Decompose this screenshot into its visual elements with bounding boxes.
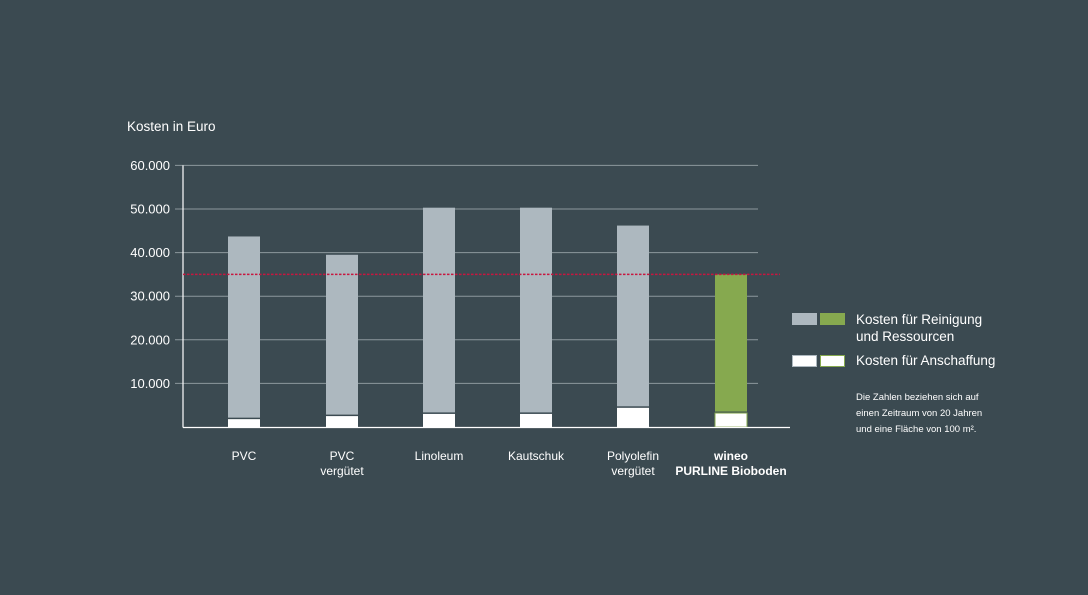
bar-cleaning (326, 254, 358, 415)
legend-swatch-gray (792, 313, 817, 325)
legend-swatch-white-green (820, 355, 845, 367)
legend-swatch-green (820, 313, 845, 325)
x-tick-label: PVC (330, 449, 355, 463)
x-tick-label: Linoleum (415, 449, 464, 463)
y-tick-label: 40.000 (130, 245, 170, 260)
legend-label-line: und Ressourcen (856, 329, 955, 344)
footnote-line: Die Zahlen beziehen sich auf (856, 392, 979, 403)
legend-label-cleaning: Kosten für Reinigung und Ressourcen (856, 311, 982, 345)
legend-swatches-purchase (792, 355, 848, 367)
x-tick-label: PURLINE Bioboden (675, 464, 786, 478)
x-tick-label: Polyolefin (607, 449, 659, 463)
bar-cleaning (228, 236, 260, 418)
x-tick-label: wineo (713, 449, 748, 463)
y-tick-label: 60.000 (130, 158, 170, 173)
bar-cleaning (520, 207, 552, 413)
bar-purchase (520, 413, 552, 427)
legend-label-line: Kosten für Reinigung (856, 312, 983, 327)
x-tick-label: PVC (232, 449, 257, 463)
bar-cleaning (715, 274, 747, 412)
footnote-line: einen Zeitraum von 20 Jahren (856, 408, 983, 419)
legend-label-purchase: Kosten für Anschaffung (856, 353, 996, 368)
legend-swatches-cleaning (792, 313, 848, 325)
y-tick-label: 10.000 (130, 376, 170, 391)
x-tick-label: Kautschuk (508, 449, 565, 463)
y-tick-label: 50.000 (130, 202, 170, 217)
bar-cleaning (423, 207, 455, 413)
x-tick-label: vergütet (611, 464, 655, 478)
y-tick-label: 20.000 (130, 332, 170, 347)
footnote-line: und eine Fläche von 100 m². (856, 424, 977, 435)
bar-purchase (423, 413, 455, 427)
y-axis-title: Kosten in Euro (127, 119, 216, 134)
bar-purchase (617, 407, 649, 427)
x-tick-label: vergütet (320, 464, 364, 478)
y-tick-label: 30.000 (130, 289, 170, 304)
bar-purchase (228, 419, 260, 427)
bar-cleaning (617, 225, 649, 407)
bar-purchase (326, 416, 358, 427)
legend-swatch-white (792, 355, 817, 367)
bar-purchase (714, 412, 748, 428)
footnote: Die Zahlen beziehen sich auf einen Zeitr… (856, 390, 1036, 438)
